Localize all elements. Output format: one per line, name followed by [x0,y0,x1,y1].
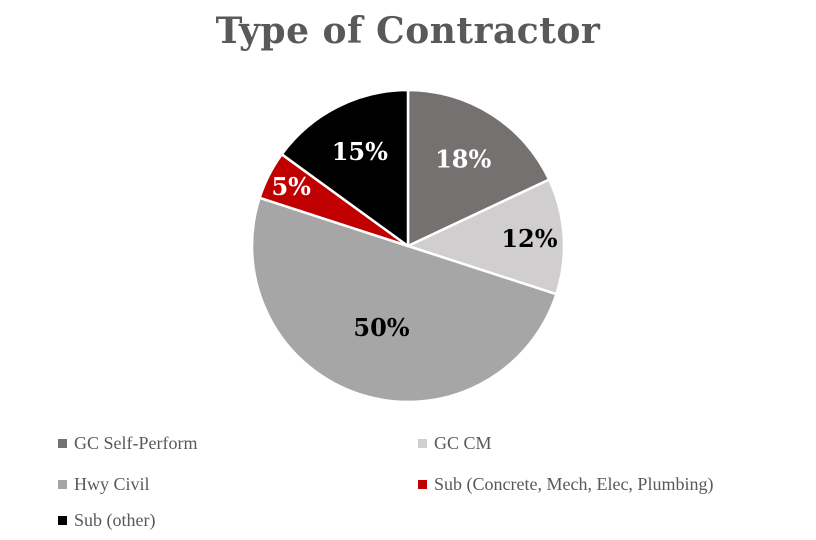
legend-label: GC CM [434,433,492,453]
legend-label: GC Self-Perform [74,433,198,453]
data-label-sub-concrete-mech-elec-plumbing: 5% [271,172,311,201]
pie-slice-gc-self-perform [406,88,551,248]
data-label-gc-self-perform: 18% [435,145,491,174]
legend-label: Sub (other) [74,510,156,530]
legend-swatch [58,480,67,489]
legend-label: Hwy Civil [74,474,150,494]
chart-title: Type of Contractor [215,10,601,52]
legend-swatch [418,480,427,489]
data-label-sub-other: 15% [332,137,388,166]
legend-swatch [418,439,427,448]
legend-item-hwy-civil: Hwy Civil [58,474,150,495]
legend-swatch [58,439,67,448]
pie-chart: 18% 12% 50% 5% 15% [250,88,566,404]
legend-label: Sub (Concrete, Mech, Elec, Plumbing) [434,474,714,494]
legend-item-gc-cm: GC CM [418,433,492,454]
data-label-gc-cm: 12% [501,224,557,253]
legend-item-gc-self-perform: GC Self-Perform [58,433,197,454]
pie-slice-gc-cm [406,178,566,296]
legend-item-sub-other: Sub (other) [58,510,155,531]
data-label-hwy-civil: 50% [353,313,409,342]
legend-swatch [58,516,67,525]
legend-item-sub-concrete-mech-elec-plumbing: Sub (Concrete, Mech, Elec, Plumbing) [418,474,713,495]
pie-slice-hwy-civil [250,196,558,404]
pie-slices [250,88,566,404]
pie-data-labels: 18% 12% 50% 5% 15% [271,137,557,342]
pie-slice-sub-other [280,88,410,248]
